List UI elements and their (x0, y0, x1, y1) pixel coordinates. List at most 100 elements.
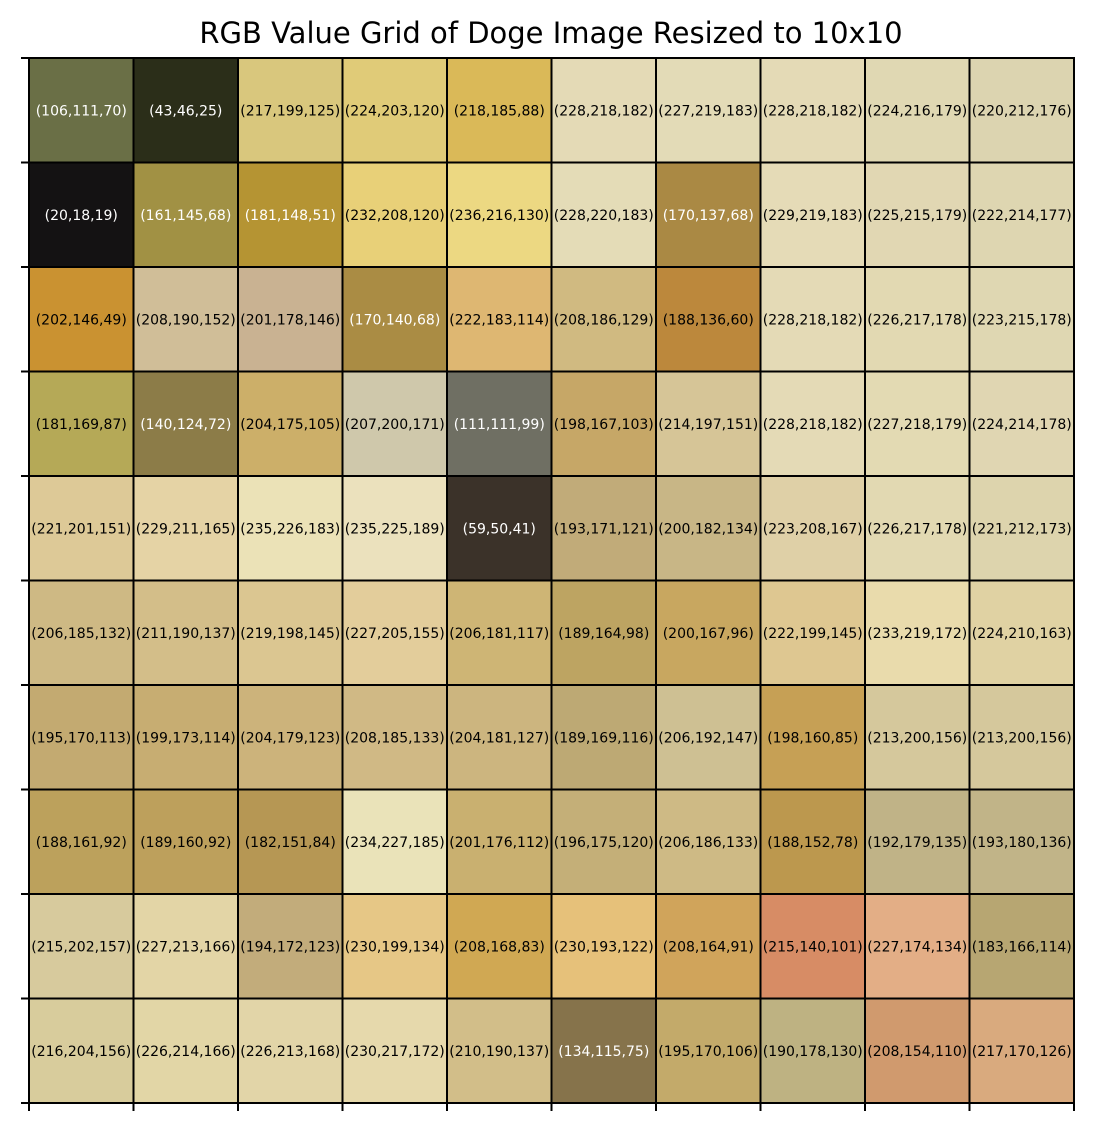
cell-label-r1-c3: (232,208,120) (345, 208, 445, 224)
cell-label-r7-c8: (192,179,135) (867, 835, 967, 851)
cell-label-r6-c1: (199,173,114) (136, 730, 236, 746)
cell-label-r8-c6: (208,164,91) (663, 939, 754, 955)
heatmap-cell-r9-c9 (968, 997, 1075, 1104)
heatmap-cell-r5-c4 (446, 579, 553, 686)
heatmap-cell-r7-c2 (237, 788, 344, 895)
heatmap-cell-r1-c9 (968, 161, 1075, 268)
cell-label-r3-c8: (227,218,179) (867, 417, 967, 433)
cell-label-r2-c1: (208,190,152) (136, 312, 236, 328)
cell-label-r4-c8: (226,217,178) (867, 521, 967, 537)
heatmap-cell-r7-c5 (550, 788, 657, 895)
heatmap-cell-r1-c7 (759, 161, 866, 268)
cell-label-r9-c5: (134,115,75) (558, 1044, 649, 1060)
cell-label-r1-c6: (170,137,68) (663, 208, 754, 224)
heatmap-cell-r8-c1 (132, 893, 239, 1000)
cell-label-r6-c4: (204,181,127) (449, 730, 549, 746)
cell-label-r7-c3: (234,227,185) (345, 835, 445, 851)
cell-label-r1-c5: (228,220,183) (554, 208, 654, 224)
cell-label-r5-c4: (206,181,117) (449, 626, 549, 642)
cell-label-r7-c1: (189,160,92) (140, 835, 231, 851)
cell-label-r4-c1: (229,211,165) (136, 521, 236, 537)
cell-label-r3-c3: (207,200,171) (345, 417, 445, 433)
cell-label-r9-c2: (226,213,168) (240, 1044, 340, 1060)
heatmap-cell-r4-c2 (237, 475, 344, 582)
cell-label-r3-c5: (198,167,103) (554, 417, 654, 433)
heatmap-cell-r9-c8 (864, 997, 971, 1104)
heatmap-cell-r0-c1 (132, 57, 239, 164)
cell-label-r5-c5: (189,164,98) (558, 626, 649, 642)
heatmap-cell-r8-c2 (237, 893, 344, 1000)
heatmap-cell-r4-c8 (864, 475, 971, 582)
heatmap-cell-r4-c5 (550, 475, 657, 582)
cell-label-r5-c1: (211,190,137) (136, 626, 236, 642)
cell-label-r6-c5: (189,169,116) (554, 730, 654, 746)
cell-label-r6-c2: (204,179,123) (240, 730, 340, 746)
cell-label-r2-c5: (208,186,129) (554, 312, 654, 328)
cell-label-r2-c7: (228,218,182) (763, 312, 863, 328)
cell-label-r0-c9: (220,212,176) (972, 103, 1072, 119)
heatmap-cell-r5-c0 (28, 579, 135, 686)
heatmap-cell-r0-c0 (28, 57, 135, 164)
cell-label-r2-c2: (201,178,146) (240, 312, 340, 328)
cell-label-r7-c2: (182,151,84) (245, 835, 336, 851)
cell-label-r4-c4: (59,50,41) (463, 521, 536, 537)
cell-label-r8-c7: (215,140,101) (763, 939, 863, 955)
heatmap-cell-r4-c7 (759, 475, 866, 582)
cell-label-r0-c2: (217,199,125) (240, 103, 340, 119)
heatmap-cell-r1-c1 (132, 161, 239, 268)
heatmap-cell-r2-c1 (132, 266, 239, 373)
heatmap-cell-r7-c7 (759, 788, 866, 895)
cell-label-r8-c9: (183,166,114) (972, 939, 1072, 955)
heatmap-cell-r9-c0 (28, 997, 135, 1104)
cell-label-r8-c2: (194,172,123) (240, 939, 340, 955)
heatmap-cell-r4-c4 (446, 475, 553, 582)
heatmap-cell-r0-c5 (550, 57, 657, 164)
cell-label-r3-c6: (214,197,151) (658, 417, 758, 433)
heatmap-cell-r9-c5 (550, 997, 657, 1104)
heatmap-cell-r8-c8 (864, 893, 971, 1000)
heatmap-cell-r9-c7 (759, 997, 866, 1104)
heatmap-cell-r5-c2 (237, 579, 344, 686)
heatmap-cell-r8-c7 (759, 893, 866, 1000)
cell-label-r2-c4: (222,183,114) (449, 312, 549, 328)
cell-label-r0-c6: (227,219,183) (658, 103, 758, 119)
cell-label-r1-c1: (161,145,68) (140, 208, 231, 224)
cell-label-r2-c6: (188,136,60) (663, 312, 754, 328)
heatmap-cell-r6-c0 (28, 684, 135, 791)
cell-label-r0-c4: (218,185,88) (454, 103, 545, 119)
cell-label-r8-c5: (230,193,122) (554, 939, 654, 955)
cell-label-r4-c9: (221,212,173) (972, 521, 1072, 537)
cell-label-r7-c9: (193,180,136) (972, 835, 1072, 851)
heatmap-cell-r2-c7 (759, 266, 866, 373)
cell-label-r7-c7: (188,152,78) (767, 835, 858, 851)
cell-label-r6-c7: (198,160,85) (767, 730, 858, 746)
heatmap-cell-r6-c9 (968, 684, 1075, 791)
cell-label-r4-c2: (235,226,183) (240, 521, 340, 537)
cell-label-r1-c9: (222,214,177) (972, 208, 1072, 224)
cell-label-r5-c2: (219,198,145) (240, 626, 340, 642)
heatmap-cell-r6-c3 (341, 684, 448, 791)
heatmap-cell-r5-c8 (864, 579, 971, 686)
heatmap-cell-r1-c6 (655, 161, 762, 268)
cell-label-r0-c7: (228,218,182) (763, 103, 863, 119)
cell-label-r6-c6: (206,192,147) (658, 730, 758, 746)
cell-label-r7-c6: (206,186,133) (658, 835, 758, 851)
cell-label-r9-c8: (208,154,110) (867, 1044, 967, 1060)
heatmap-cell-r4-c6 (655, 475, 762, 582)
cell-label-r9-c7: (190,178,130) (763, 1044, 863, 1060)
heatmap-cell-r6-c7 (759, 684, 866, 791)
cell-label-r7-c5: (196,175,120) (554, 835, 654, 851)
chart-title: RGB Value Grid of Doge Image Resized to … (199, 16, 902, 50)
heatmap-cell-r6-c5 (550, 684, 657, 791)
heatmap-cell-r7-c3 (341, 788, 448, 895)
heatmap-cell-r4-c9 (968, 475, 1075, 582)
heatmap-cell-r2-c2 (237, 266, 344, 373)
heatmap-cell-r4-c1 (132, 475, 239, 582)
heatmap-cell-r2-c0 (28, 266, 135, 373)
cell-label-r0-c1: (43,46,25) (149, 103, 222, 119)
heatmap-cell-r1-c8 (864, 161, 971, 268)
heatmap-cell-r5-c5 (550, 579, 657, 686)
cell-label-r9-c9: (217,170,126) (972, 1044, 1072, 1060)
cell-label-r3-c0: (181,169,87) (36, 417, 127, 433)
